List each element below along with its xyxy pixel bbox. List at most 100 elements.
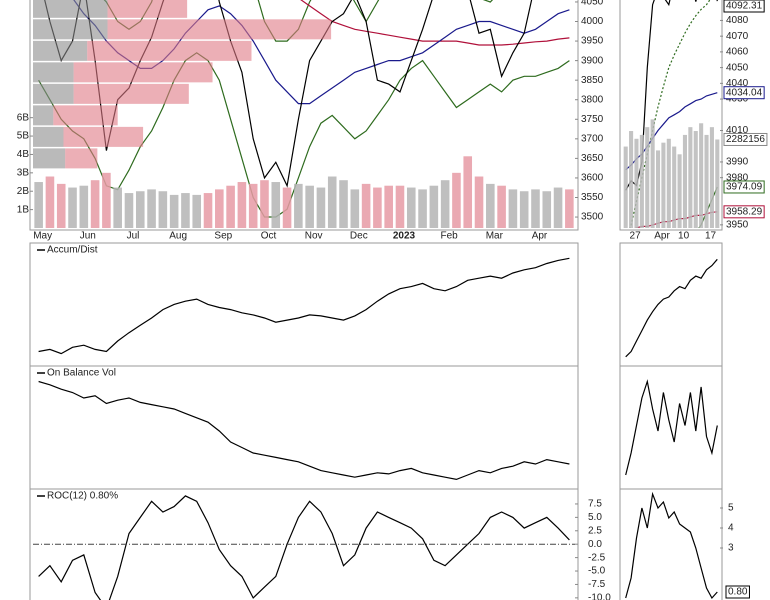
volume-bar (90, 180, 100, 228)
volume-by-price (33, 62, 74, 83)
volume-bar (440, 180, 450, 228)
panel (625, 379, 718, 476)
volume-bar (655, 150, 661, 228)
y-tick-label: 3900 (581, 55, 604, 66)
volume-by-price (33, 19, 108, 40)
x-tick-label: Sep (214, 231, 232, 242)
y-tick-label: 3500 (581, 212, 604, 223)
volume-bar (282, 187, 292, 228)
panel (38, 380, 570, 481)
volume-by-price (73, 83, 189, 104)
series-line (625, 0, 718, 191)
x-tick-label: Mar (486, 231, 504, 242)
volume-by-price (33, 0, 108, 18)
value-box-label: 4092.31 (726, 1, 763, 12)
volume-bar (384, 185, 393, 228)
volume-bar (565, 189, 574, 228)
volume-bar (645, 127, 650, 228)
volume-bar (672, 146, 677, 228)
y-tick-label: 4050 (726, 62, 749, 73)
x-tick-label: Oct (261, 231, 277, 242)
y-tick-label: 5B (17, 131, 30, 142)
volume-bar (629, 131, 634, 228)
price-panel-frame (29, 0, 579, 231)
y-tick-label: 1B (17, 204, 30, 215)
y-tick-label: 3950 (581, 36, 604, 47)
volume-bar (715, 139, 720, 228)
zoom-price-frame (619, 0, 723, 231)
volume-bar (102, 172, 111, 228)
value-box-label: 4034.04 (726, 87, 763, 98)
y-tick-label: -10.0 (588, 592, 611, 600)
volume-bar (294, 183, 303, 228)
volume-bar (237, 182, 247, 228)
volume-bar (699, 123, 704, 228)
volume-bar (497, 185, 506, 228)
volume-bar (45, 176, 55, 228)
y-tick-label: 4000 (581, 16, 604, 27)
volume-bar (553, 187, 563, 228)
y-tick-label: 7.5 (588, 499, 602, 510)
y-tick-label: 5 (728, 503, 734, 514)
value-box-label: 0.80 (728, 587, 748, 598)
zoom-accum-frame (619, 242, 723, 367)
volume-by-price (63, 126, 144, 147)
y-tick-label: 4B (17, 149, 30, 160)
volume-bar (688, 127, 693, 228)
volume-bar (418, 189, 427, 228)
x-tick-label: Apr (532, 231, 548, 242)
value-box (723, 180, 765, 194)
y-tick-label: 4070 (726, 31, 749, 42)
volume-bar (634, 138, 639, 228)
volume-bar (429, 185, 439, 228)
volume-bar (395, 185, 405, 228)
volume-bar (677, 154, 682, 228)
y-tick-label: 3800 (581, 94, 604, 105)
volume-bar (361, 183, 371, 228)
y-tick-label: 3750 (581, 114, 604, 125)
y-tick-label: 3550 (581, 192, 604, 203)
x-tick-label: 2023 (393, 231, 416, 242)
y-tick-label: 4040 (726, 78, 749, 89)
panel (38, 257, 570, 355)
volume-bar (508, 189, 518, 228)
volume-bar (406, 187, 416, 228)
panel-title: On Balance Vol (47, 368, 116, 379)
volume-bar (34, 182, 43, 228)
volume-by-price (53, 105, 118, 126)
y-tick-label: 4050 (581, 0, 604, 8)
volume-bar (474, 176, 484, 228)
volume-by-price (33, 105, 54, 126)
y-tick-label: 3 (728, 543, 734, 554)
series-line (625, 379, 718, 476)
value-box (723, 205, 765, 219)
volume-bar (271, 182, 281, 228)
x-tick-label: May (33, 231, 52, 242)
panel (623, 119, 720, 228)
volume-by-price (33, 126, 64, 147)
volume-bar (135, 191, 145, 228)
value-box (723, 86, 765, 100)
volume-bar (623, 146, 628, 228)
volume-bar (226, 185, 235, 228)
value-box (723, 132, 768, 146)
volume-bar (542, 191, 552, 228)
volume-bar (531, 189, 540, 228)
x-tick-label: Nov (305, 231, 323, 242)
volume-bar (709, 127, 714, 228)
x-tick-label: Apr (654, 231, 670, 242)
y-tick-label: -7.5 (588, 579, 606, 590)
volume-by-price (107, 19, 332, 40)
volume-bar (661, 142, 666, 228)
x-tick-label: 27 (630, 231, 642, 242)
y-tick-label: 4060 (726, 47, 749, 58)
volume-bar (666, 138, 671, 228)
volume-bar (327, 176, 337, 228)
panel-title: ROC(12) 0.80% (47, 491, 118, 502)
value-box-label: 3958.29 (726, 206, 763, 217)
value-box (725, 585, 750, 599)
volume-bar (463, 156, 473, 228)
volume-bar (79, 185, 89, 228)
panel (625, 0, 718, 228)
